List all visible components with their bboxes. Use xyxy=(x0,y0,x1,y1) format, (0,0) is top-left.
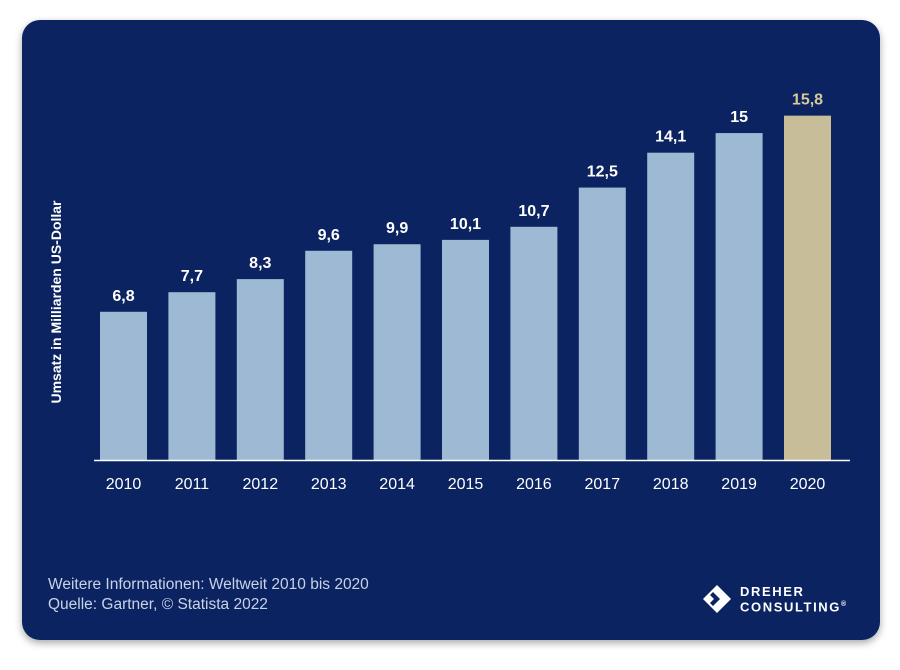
y-axis-label: Umsatz in Milliarden US-Dollar xyxy=(48,200,64,404)
x-tick-label-2019: 2019 xyxy=(721,476,757,493)
value-label-2016: 10,7 xyxy=(518,203,549,220)
x-tick-label-2012: 2012 xyxy=(243,476,279,493)
dreher-consulting-logo: DREHER CONSULTING® xyxy=(702,584,846,614)
bar-chart: 6,8 2010 7,7 2011 8,3 2012 9,6 2013 9,9 2014 10,1 2… xyxy=(94,92,850,493)
x-tick-label-2014: 2014 xyxy=(379,476,415,493)
bar-2010 xyxy=(100,311,147,460)
x-tick-label-2020: 2020 xyxy=(790,476,826,493)
x-tick-label-2018: 2018 xyxy=(653,476,689,493)
footer-source: Quelle: Gartner, © Statista 2022 xyxy=(48,596,268,613)
x-tick-label-2016: 2016 xyxy=(516,476,552,493)
bar-2020 xyxy=(784,115,831,461)
x-tick-label-2010: 2010 xyxy=(106,476,142,493)
bar-2016 xyxy=(510,226,558,460)
x-tick-label-2011: 2011 xyxy=(175,476,210,493)
value-label-2018: 14,1 xyxy=(655,129,686,146)
x-tick-label-2013: 2013 xyxy=(311,476,347,493)
logo-line1: DREHER xyxy=(740,583,805,599)
footer-info: Weitere Informationen: Weltweit 2010 bis… xyxy=(48,576,369,593)
bar-2013 xyxy=(305,250,353,460)
bar-2017 xyxy=(578,187,626,461)
dreher-diamond-icon xyxy=(703,585,731,613)
value-label-2013: 9,6 xyxy=(318,227,340,244)
logo-mark: ® xyxy=(840,600,847,608)
value-label-2010: 6,8 xyxy=(112,288,134,305)
x-tick-label-2015: 2015 xyxy=(448,476,484,493)
bar-2015 xyxy=(442,239,489,460)
value-label-2012: 8,3 xyxy=(249,255,271,272)
logo-line2: CONSULTING xyxy=(740,599,841,615)
bar-2014 xyxy=(373,244,421,460)
x-tick-label-2017: 2017 xyxy=(585,476,621,493)
value-label-2020: 15,8 xyxy=(792,92,823,109)
bar-2012 xyxy=(236,279,284,460)
value-label-2014: 9,9 xyxy=(386,220,408,237)
logo-text: DREHER CONSULTING® xyxy=(740,585,846,613)
chart-card: 6,8 2010 7,7 2011 8,3 2012 9,6 2013 9,9 2014 10,1 2… xyxy=(22,20,880,640)
bar-2019 xyxy=(715,133,763,461)
bar-2011 xyxy=(168,292,216,460)
value-label-2015: 10,1 xyxy=(450,216,481,233)
bar-2018 xyxy=(647,152,695,460)
value-label-2017: 12,5 xyxy=(587,164,618,181)
value-label-2011: 7,7 xyxy=(181,268,203,285)
value-label-2019: 15 xyxy=(730,109,748,126)
chart-footer: Weitere Informationen: Weltweit 2010 bis… xyxy=(48,575,369,615)
